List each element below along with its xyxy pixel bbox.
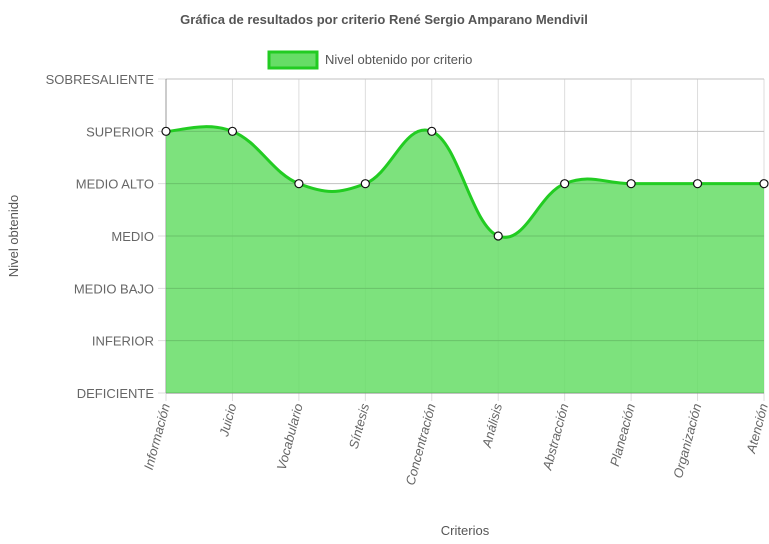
x-tick-label: Concentración — [402, 402, 438, 487]
data-point[interactable] — [360, 179, 370, 189]
data-point[interactable] — [294, 179, 304, 189]
x-axis-ticks: Información Juicio Vocabulario Síntesis Conc… — [141, 401, 769, 486]
x-tick-label: Información — [141, 402, 173, 471]
x-tick-label: Síntesis — [346, 401, 373, 450]
y-tick-label: SUPERIOR — [86, 124, 154, 139]
y-axis-ticks: DEFICIENTE INFERIOR MEDIO BAJO MEDIO MEDIO A… — [46, 72, 155, 401]
x-tick-label: Vocabulario — [274, 402, 306, 472]
x-tick-label: Abstracción — [539, 402, 571, 472]
data-point[interactable] — [626, 179, 636, 189]
y-tick-label: MEDIO — [111, 229, 154, 244]
y-tick-label: MEDIO ALTO — [76, 177, 154, 192]
series-line — [165, 125, 764, 239]
x-tick-label: Organización — [670, 402, 704, 480]
legend[interactable]: Nivel obtenido por criterio — [267, 50, 472, 70]
data-point[interactable] — [161, 126, 171, 136]
legend-label: Nivel obtenido por criterio — [325, 52, 472, 67]
x-axis-label: Criterios — [441, 523, 490, 538]
data-point[interactable] — [560, 179, 570, 189]
x-tick-label: Análisis — [479, 401, 505, 450]
y-tick-label: SOBRESALIENTE — [46, 72, 155, 87]
x-tick-label: Atención — [743, 402, 769, 456]
data-points — [161, 126, 769, 241]
data-point[interactable] — [427, 126, 437, 136]
x-tick-label: Juicio — [216, 402, 239, 439]
x-tick-label: Planeación — [607, 402, 638, 468]
area-fill — [166, 126, 764, 393]
y-tick-label: MEDIO BAJO — [74, 281, 154, 296]
data-point[interactable] — [493, 231, 503, 241]
data-point[interactable] — [692, 179, 703, 189]
y-axis-label: Nivel obtenido — [6, 195, 21, 277]
data-point[interactable] — [227, 126, 238, 136]
chart-title: Gráfica de resultados por criterio René … — [180, 12, 588, 27]
data-point[interactable] — [759, 179, 769, 189]
legend-swatch — [267, 50, 319, 70]
y-tick-label: DEFICIENTE — [77, 386, 155, 401]
y-tick-label: INFERIOR — [92, 334, 154, 349]
plot-area — [165, 78, 764, 394]
